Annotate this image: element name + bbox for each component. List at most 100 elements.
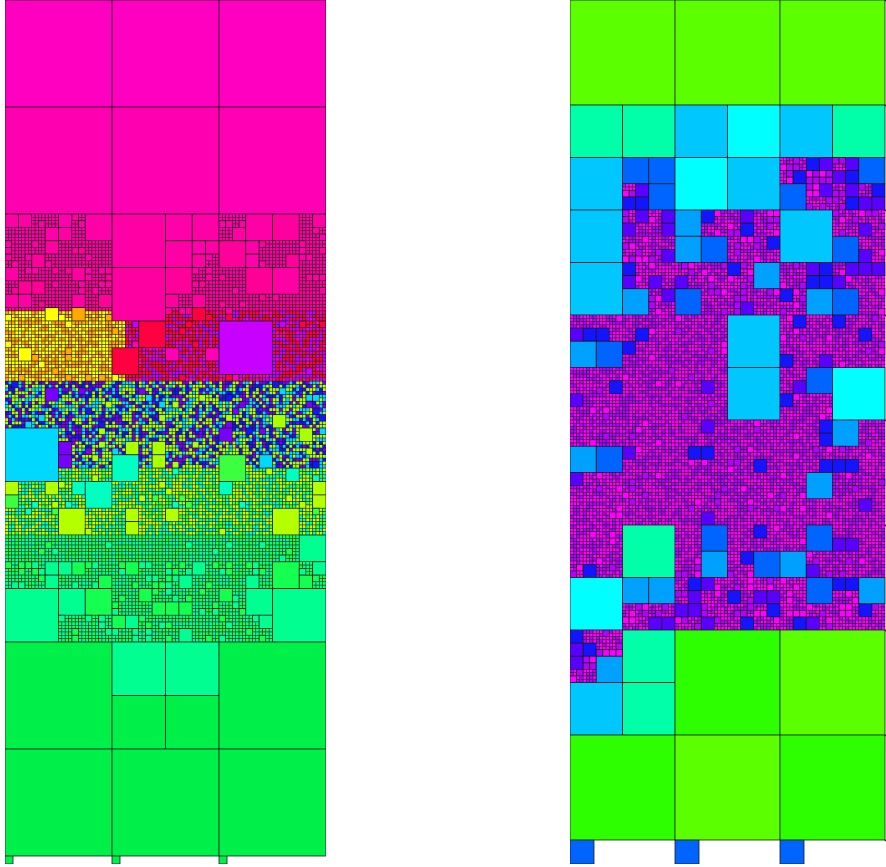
mosaic-cell (34, 227, 39, 231)
mosaic-cell (24, 384, 29, 389)
mosaic-cell (131, 501, 136, 506)
mosaic-cell (38, 508, 43, 512)
mosaic-cell (125, 437, 129, 442)
mosaic-cell (208, 327, 213, 332)
mosaic-cell (215, 387, 220, 392)
mosaic-cell (28, 317, 32, 322)
mosaic-cell (91, 461, 96, 466)
mosaic-cell (145, 447, 150, 452)
mosaic-cell (121, 377, 126, 382)
mosaic-cell (248, 317, 253, 322)
mosaic-cell (185, 411, 190, 415)
mosaic-cell (205, 347, 220, 362)
mosaic-cell (278, 374, 283, 379)
mosaic-cell (28, 327, 32, 332)
mosaic-cell (88, 444, 93, 449)
mosaic-cell (322, 267, 326, 272)
mosaic-cell (292, 380, 297, 385)
mosaic-cell (71, 467, 76, 472)
mosaic-cell (242, 407, 247, 412)
mosaic-cell (212, 437, 216, 442)
mosaic-cell (292, 414, 297, 419)
mosaic-cell (8, 511, 12, 516)
mosaic-cell (44, 327, 49, 332)
mosaic-cell (125, 501, 129, 506)
mosaic-cell (58, 417, 63, 422)
mosaic-cell (319, 300, 323, 305)
mosaic-cell (111, 424, 116, 429)
mosaic-cell (248, 390, 253, 395)
mosaic-cell (105, 327, 109, 332)
mosaic-cell (312, 287, 317, 292)
mosaic-cell (68, 344, 73, 349)
mosaic-cell (31, 497, 36, 502)
mosaic-cell (275, 257, 280, 262)
mosaic-cell (71, 451, 76, 456)
mosaic-cell (222, 290, 226, 295)
mosaic-cell (312, 377, 317, 382)
mosaic-cell (175, 497, 180, 502)
mosaic-cell (31, 414, 36, 419)
mosaic-cell (145, 357, 150, 362)
mosaic-cell (168, 447, 173, 452)
mosaic-cell (188, 297, 193, 302)
mosaic-cell (145, 451, 150, 456)
mosaic-cell (138, 427, 143, 432)
mosaic-cell (228, 217, 233, 221)
mosaic-cell (5, 421, 9, 425)
mosaic-cell (202, 437, 206, 442)
mosaic-cell (71, 347, 76, 352)
mosaic-cell (138, 487, 143, 492)
mosaic-cell (265, 314, 270, 318)
mosaic-cell (121, 384, 126, 389)
mosaic-cell (125, 394, 129, 399)
mosaic-cell (81, 504, 86, 509)
mosaic-cell (58, 320, 63, 325)
mosaic-cell (38, 401, 43, 405)
mosaic-cell (165, 481, 170, 486)
mosaic-cell (68, 263, 73, 268)
mosaic-cell (118, 431, 123, 435)
mosaic-cell (61, 277, 66, 282)
mosaic-cell (248, 404, 253, 409)
mosaic-cell (81, 464, 86, 469)
mosaic-cell (238, 400, 247, 409)
mosaic-cell (158, 477, 163, 482)
mosaic-cell (28, 374, 32, 379)
mosaic-cell (315, 380, 320, 385)
mosaic-cell (305, 270, 310, 275)
mosaic-cell (11, 230, 16, 235)
mosaic-cell (212, 417, 216, 422)
mosaic-cell (81, 227, 86, 231)
mosaic-cell (248, 377, 253, 382)
mosaic-cell (155, 407, 160, 412)
mosaic-cell (58, 250, 63, 255)
mosaic-cell (78, 427, 83, 432)
mosaic-cell (111, 437, 116, 442)
mosaic-cell (181, 401, 186, 405)
mosaic-cell (105, 427, 109, 432)
mosaic-cell (31, 340, 36, 345)
mosaic-cell (265, 243, 270, 248)
mosaic-cell (64, 501, 73, 509)
mosaic-cell (108, 350, 113, 355)
mosaic-cell (54, 294, 59, 298)
mosaic-cell (28, 360, 32, 365)
mosaic-cell (105, 243, 109, 248)
mosaic-cell (215, 370, 220, 375)
mosaic-cell (322, 270, 326, 275)
mosaic-cell (195, 330, 200, 335)
mosaic-cell (31, 411, 36, 415)
mosaic-cell (98, 327, 103, 332)
mosaic-cell (198, 347, 203, 352)
mosaic-cell (312, 350, 317, 355)
mosaic-cell (34, 374, 39, 379)
mosaic-cell (115, 334, 119, 338)
mosaic-cell (278, 394, 283, 399)
mosaic-cell (28, 417, 32, 422)
mosaic-cell (245, 404, 250, 409)
mosaic-cell (11, 334, 16, 338)
mosaic-cell (178, 294, 183, 298)
mosaic-cell (138, 477, 143, 482)
mosaic-cell (111, 511, 116, 516)
